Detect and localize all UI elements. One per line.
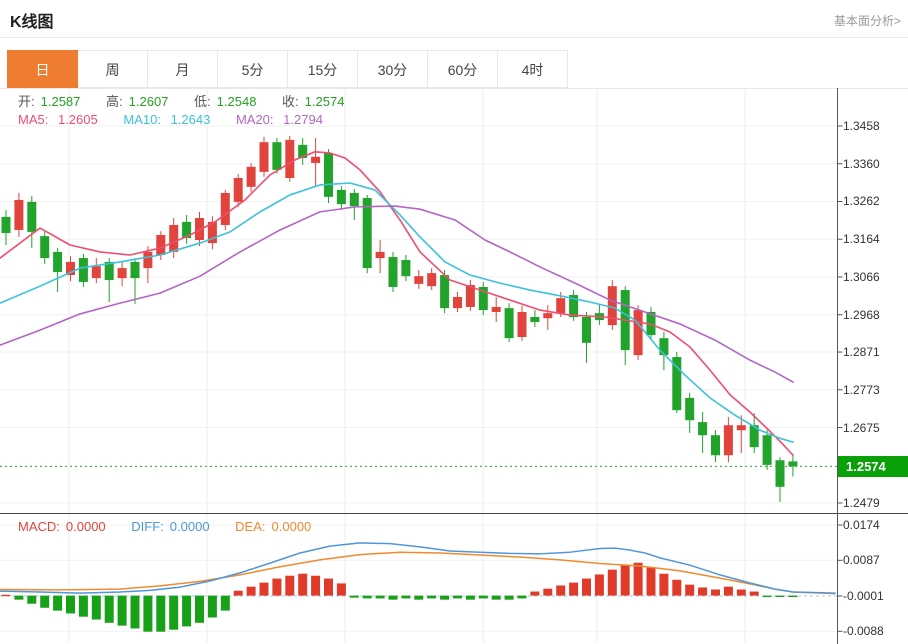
ma10-value: 1.2643 — [170, 112, 211, 127]
macd-axis-label: -0.0088 — [843, 624, 884, 639]
price-axis-label: 1.3066 — [843, 269, 880, 284]
page-title: K线图 — [10, 14, 54, 31]
ma-legend-row: MA5: 1.2605 MA10: 1.2643 MA20: 1.2794 — [18, 112, 345, 127]
tab-day[interactable]: 日 — [7, 50, 78, 88]
price-axis-label: 1.2871 — [843, 345, 880, 360]
high-value: 1.2607 — [128, 94, 169, 109]
current-price-tag: 1.2574 — [838, 455, 908, 477]
price-axis-label: 1.3458 — [843, 119, 880, 133]
open-label: 开: — [18, 94, 35, 109]
price-axis-label: 1.3262 — [843, 194, 880, 209]
price-axis-label: 1.3360 — [843, 156, 880, 171]
ohlc-row: 开: 1.2587 高: 1.2607 低: 1.2548 收: 1.2574 — [18, 91, 366, 110]
ma5-value: 1.2605 — [57, 112, 98, 127]
tab-5min[interactable]: 5分 — [217, 50, 288, 88]
macd-axis-label: 0.0087 — [843, 553, 880, 568]
price-axis-label: 1.2675 — [843, 420, 880, 435]
close-value: 1.2574 — [304, 94, 345, 109]
page-header: K线图 基本面分析> — [0, 0, 908, 38]
tab-week[interactable]: 周 — [77, 50, 148, 88]
fundamental-analysis-link[interactable]: 基本面分析> — [833, 14, 901, 28]
dea-value: 0.0000 — [271, 519, 312, 534]
tab-60min[interactable]: 60分 — [427, 50, 498, 88]
low-label: 低: — [194, 94, 211, 109]
ma20-label: MA20: — [235, 112, 274, 127]
tab-4hour[interactable]: 4时 — [497, 50, 568, 88]
open-value: 1.2587 — [40, 94, 81, 109]
macd-label: MACD: — [18, 519, 60, 534]
price-axis-label: 1.2968 — [843, 307, 880, 322]
diff-label: DIFF: — [131, 519, 164, 534]
low-value: 1.2548 — [216, 94, 257, 109]
tab-month[interactable]: 月 — [147, 50, 218, 88]
macd-axis-label: 0.0174 — [843, 518, 880, 532]
ma20-value: 1.2794 — [283, 112, 323, 127]
high-label: 高: — [106, 94, 123, 109]
price-axis-label: 1.2773 — [843, 382, 880, 397]
macd-axis-label: -0.0001 — [843, 589, 884, 603]
tab-15min[interactable]: 15分 — [287, 50, 358, 88]
ma10-label: MA10: — [123, 112, 161, 127]
timeframe-tabs: 日周月 5分 15分 30分 60分 4时 — [7, 50, 568, 88]
tab-30min[interactable]: 30分 — [357, 50, 428, 88]
ma5-label: MA5: — [18, 112, 49, 127]
price-axis-label: 1.3164 — [843, 232, 880, 247]
macd-legend-row: MACD: 0.0000 DIFF: 0.0000 DEA: 0.0000 — [18, 519, 333, 534]
macd-value: 0.0000 — [65, 519, 106, 534]
diff-value: 0.0000 — [169, 519, 210, 534]
dea-label: DEA: — [235, 519, 266, 534]
close-label: 收: — [282, 94, 299, 109]
price-axis-label: 1.2479 — [843, 496, 880, 510]
